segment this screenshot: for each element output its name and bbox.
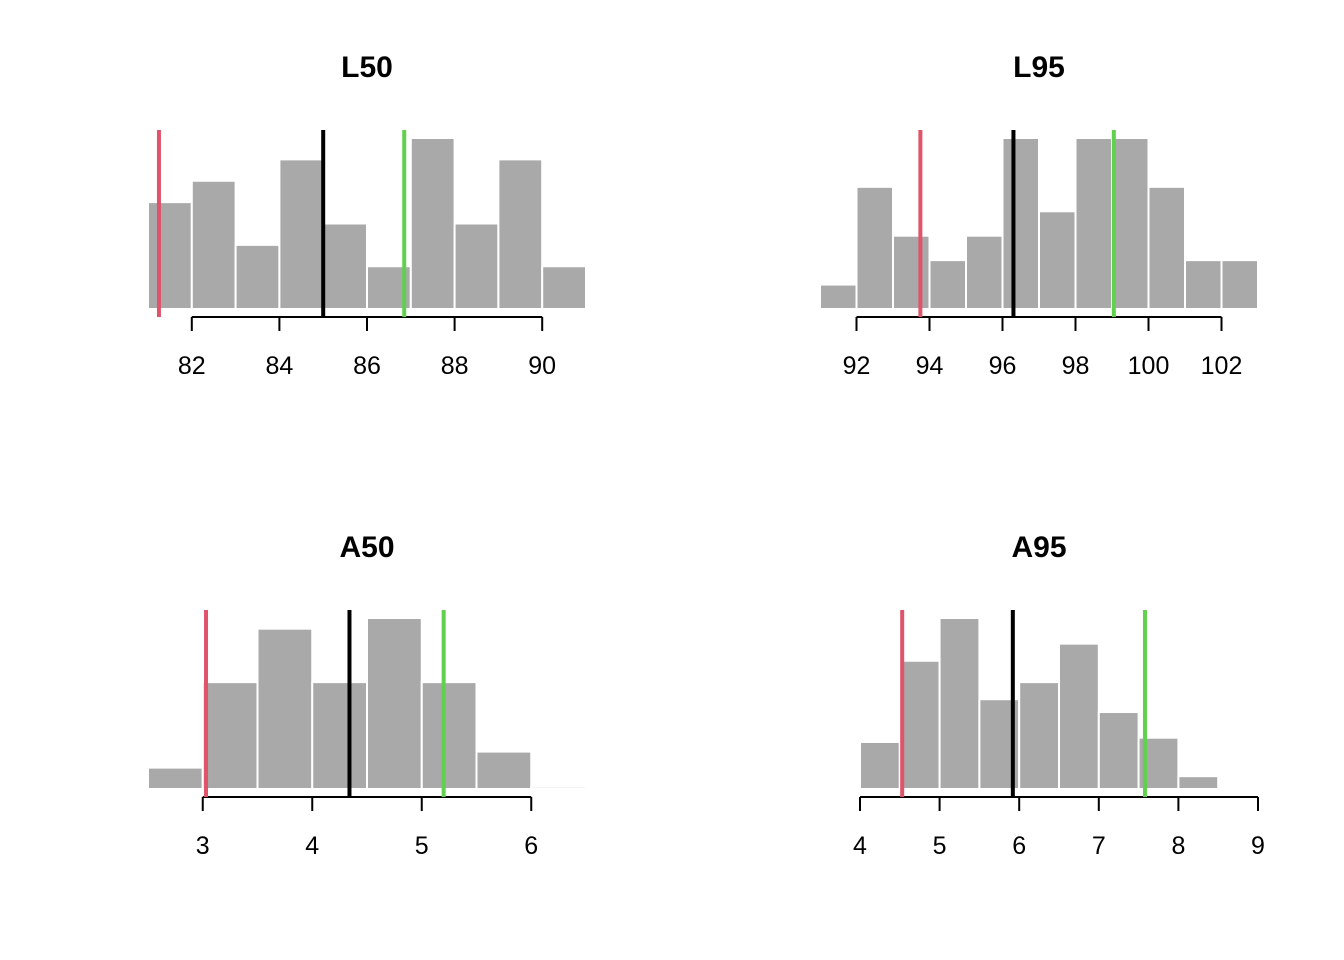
panel-a50: A50 3 4 5 6 [147,531,587,860]
x-tick-label: 84 [265,352,293,380]
histogram-bar [965,234,1004,310]
x-tick-label: 100 [1128,352,1170,380]
x-tick-label: 9 [1251,832,1265,860]
histogram-bar [1058,642,1100,791]
x-tick-label: 98 [1062,352,1090,380]
histogram-bar [420,681,478,790]
histogram-bar [938,617,981,790]
x-tick-label: 6 [1012,832,1026,860]
histogram-bar [147,766,204,790]
x-tick-label: 5 [933,832,947,860]
histogram-bar [147,201,193,310]
x-tick-label: 94 [916,352,944,380]
x-tick-label: 88 [441,352,469,380]
histogram-bar [1177,775,1220,790]
x-tick-label: 4 [305,832,319,860]
histogram-bar [1220,259,1259,310]
histogram-bar [497,158,544,310]
x-tick-label: 7 [1092,832,1106,860]
panel-title: L50 [341,51,393,84]
histogram-bar [1018,681,1061,790]
x-tick-label: 6 [524,832,538,860]
x-tick-label: 102 [1201,352,1243,380]
histogram-bar [928,259,967,310]
histogram-bar [311,681,368,790]
x-tick-label: 8 [1171,832,1185,860]
histogram-bar [819,283,858,311]
x-tick-label: 5 [415,832,429,860]
histogram-bar [1184,259,1223,310]
histogram-bar [366,617,423,790]
histogram-bar [1038,210,1077,311]
histogram-bar [278,158,325,310]
histogram-bar [859,740,901,790]
histogram-bar [201,681,259,790]
panel-a95: A95 4 5 6 7 8 9 [853,531,1265,860]
panel-title: L95 [1013,51,1065,84]
histogram-bar [1074,137,1113,310]
histogram-bar [256,627,314,790]
histogram-bar [190,179,237,310]
x-tick-label: 96 [989,352,1017,380]
x-tick-label: 4 [853,832,867,860]
histogram-bar [541,265,588,310]
histogram-bar [898,659,941,790]
x-tick-label: 92 [843,352,871,380]
histogram-bar [1001,137,1040,310]
histogram-bar [1111,137,1150,310]
histogram-bar [453,222,500,310]
histogram-bar [475,750,533,790]
x-tick-label: 3 [196,832,210,860]
histogram-bar [530,785,587,790]
panel-l95: L95 92 94 96 98 100 102 [819,51,1259,380]
panel-title: A95 [1011,531,1066,564]
histogram-bar [855,185,894,311]
histogram-bar [1147,185,1186,311]
histogram-bar [409,137,456,310]
histogram-bar [234,243,281,310]
x-tick-label: 86 [353,352,381,380]
histogram-bar [1097,711,1140,790]
histogram-bar [322,222,369,310]
histogram-bar [892,234,931,310]
x-tick-label: 82 [178,352,206,380]
x-tick-label: 90 [528,352,556,380]
panel-title: A50 [339,531,394,564]
panel-l50: L50 82 84 86 88 90 [147,51,588,380]
